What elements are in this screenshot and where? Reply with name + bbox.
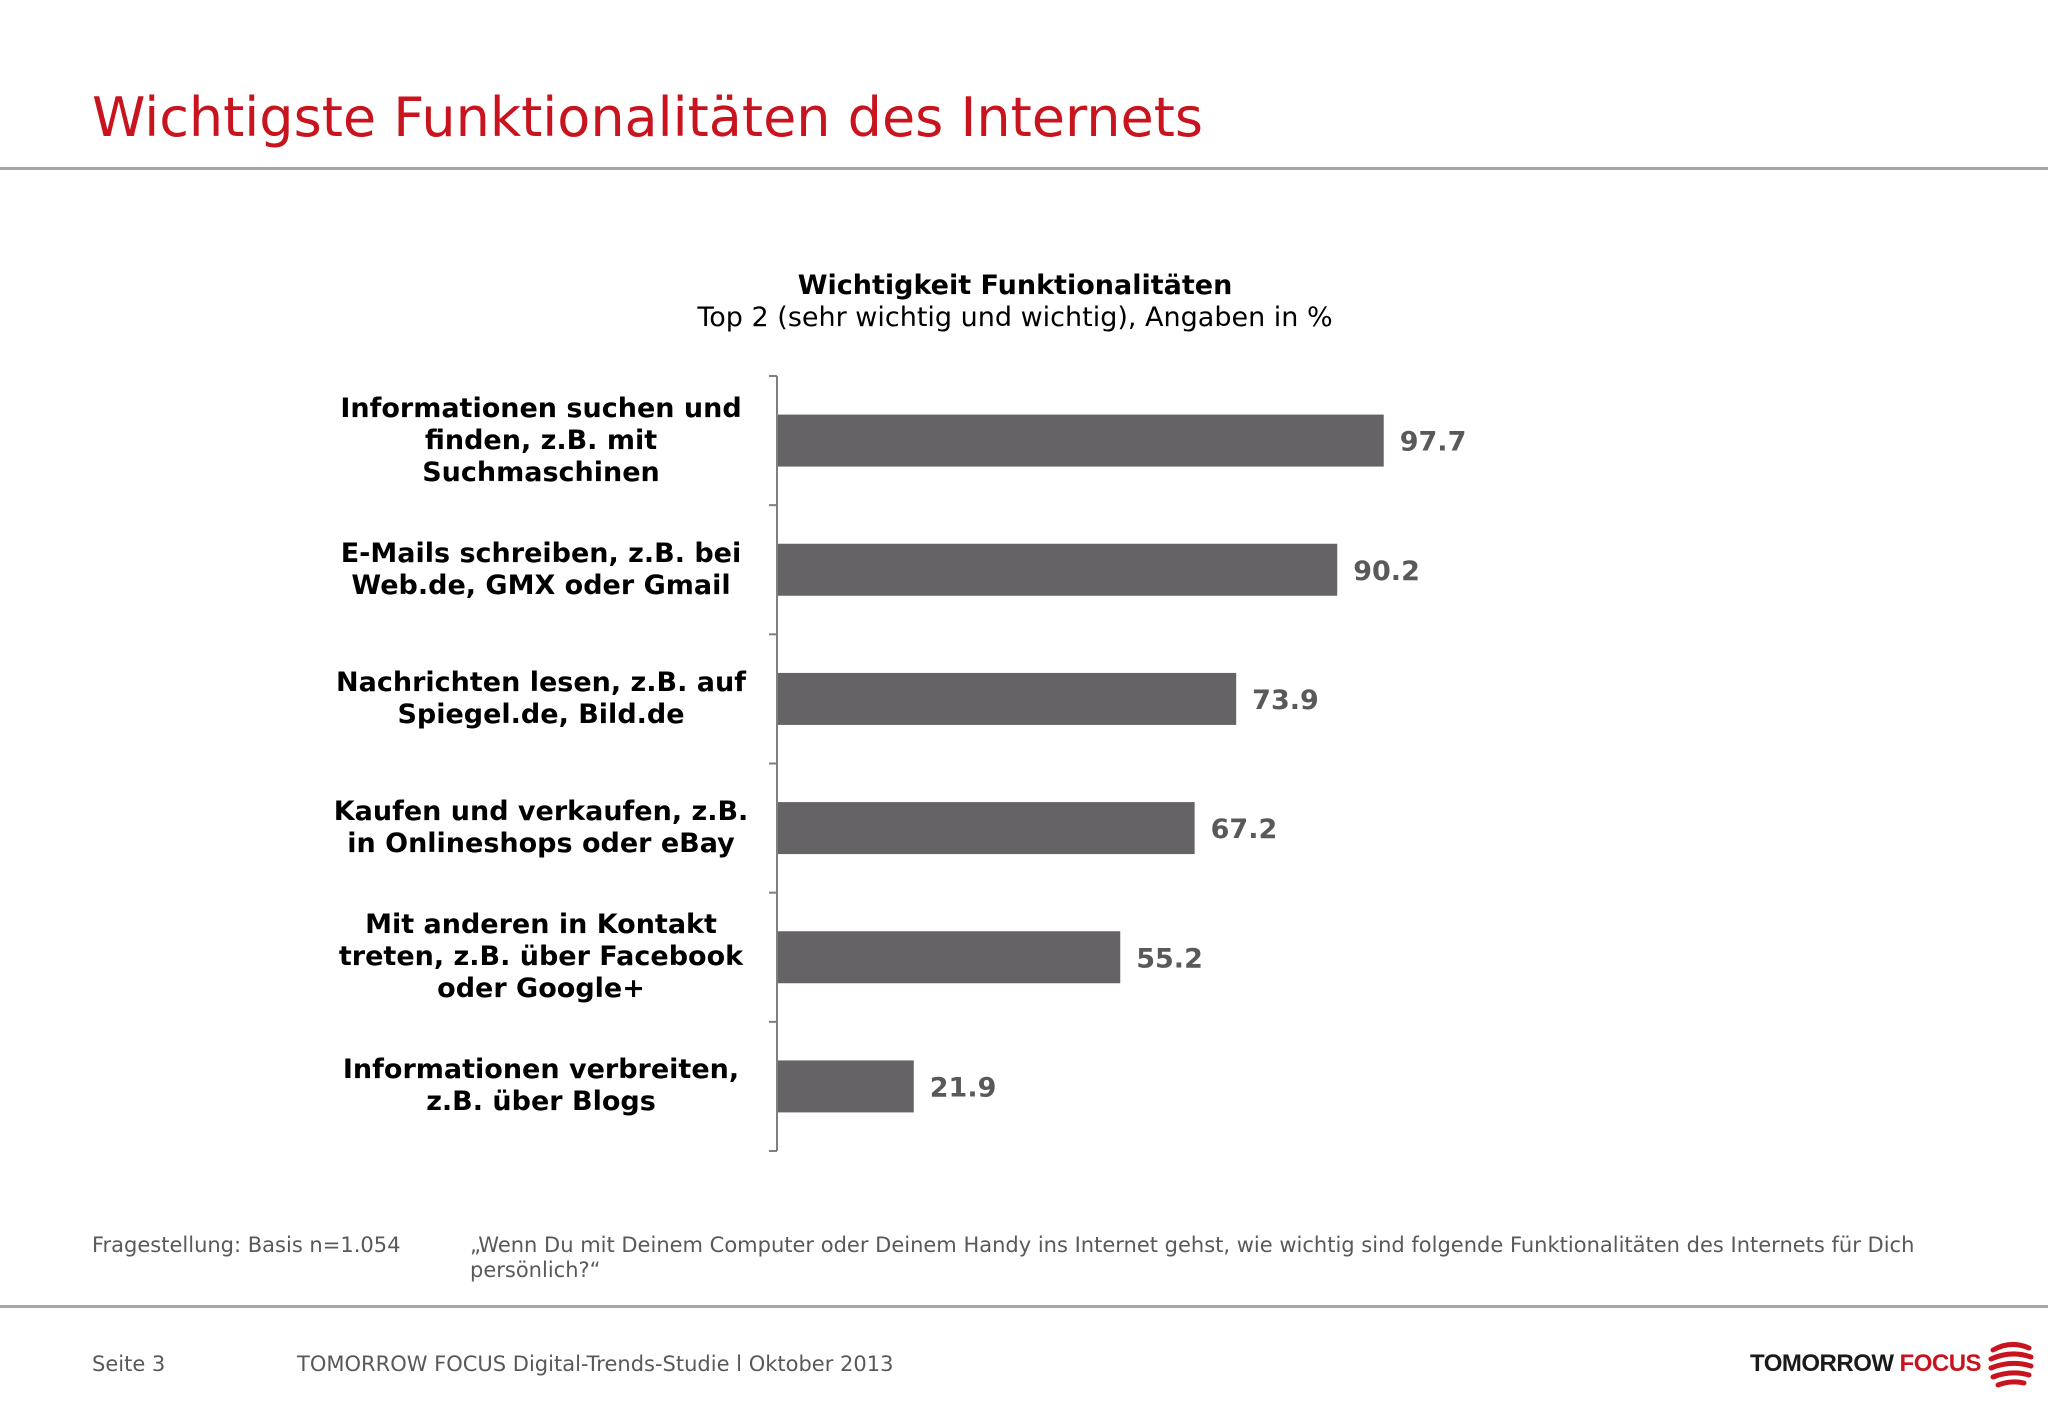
bar (778, 543, 1338, 596)
value-label: 21.9 (930, 1072, 997, 1103)
category-label: Informationen suchen und finden, z.B. mi… (340, 393, 742, 488)
header-divider (0, 167, 2048, 170)
bar (778, 1060, 914, 1113)
value-label: 67.2 (1211, 814, 1278, 845)
question-text: „Wenn Du mit Deinem Computer oder Deinem… (470, 1233, 1915, 1282)
category-label: Informationen verbreiten, z.B. über Blog… (342, 1054, 740, 1117)
value-label: 90.2 (1353, 556, 1420, 587)
page-number: Seite 3 (92, 1352, 166, 1376)
page-title: Wichtigste Funktionalitäten des Internet… (92, 86, 1204, 149)
category-label: Nachrichten lesen, z.B. auf Spiegel.de, … (336, 667, 746, 730)
brand-logo: TOMORROW FOCUS (1750, 1340, 2035, 1388)
study-name: TOMORROW FOCUS Digital-Trends-Studie l O… (297, 1352, 894, 1376)
category-label: Mit anderen in Kontakt treten, z.B. über… (338, 909, 744, 1004)
logo-word-2: FOCUS (1899, 1350, 1982, 1377)
category-label: E-Mails schreiben, z.B. bei Web.de, GMX … (340, 538, 742, 601)
chart-subtitle: Top 2 (sehr wichtig und wichtig), Angabe… (697, 302, 1333, 333)
footer-divider (0, 1305, 2048, 1308)
category-label: Kaufen und verkaufen, z.B. in Onlineshop… (333, 796, 749, 859)
value-label: 73.9 (1252, 685, 1319, 716)
bar-chart: 97.7 90.2 73.9 67.2 55.2 21.9 (769, 375, 1467, 1152)
value-label: 97.7 (1400, 427, 1467, 458)
logo-word-1: TOMORROW (1750, 1350, 1894, 1377)
question-basis: Fragestellung: Basis n=1.054 (92, 1233, 401, 1257)
logo-swirl-icon (1988, 1342, 2034, 1388)
bar (778, 931, 1121, 984)
bar (778, 414, 1384, 467)
chart-title: Wichtigkeit Funktionalitäten (797, 270, 1233, 301)
bar (778, 672, 1237, 725)
value-label: 55.2 (1136, 943, 1203, 974)
bar (778, 802, 1195, 855)
